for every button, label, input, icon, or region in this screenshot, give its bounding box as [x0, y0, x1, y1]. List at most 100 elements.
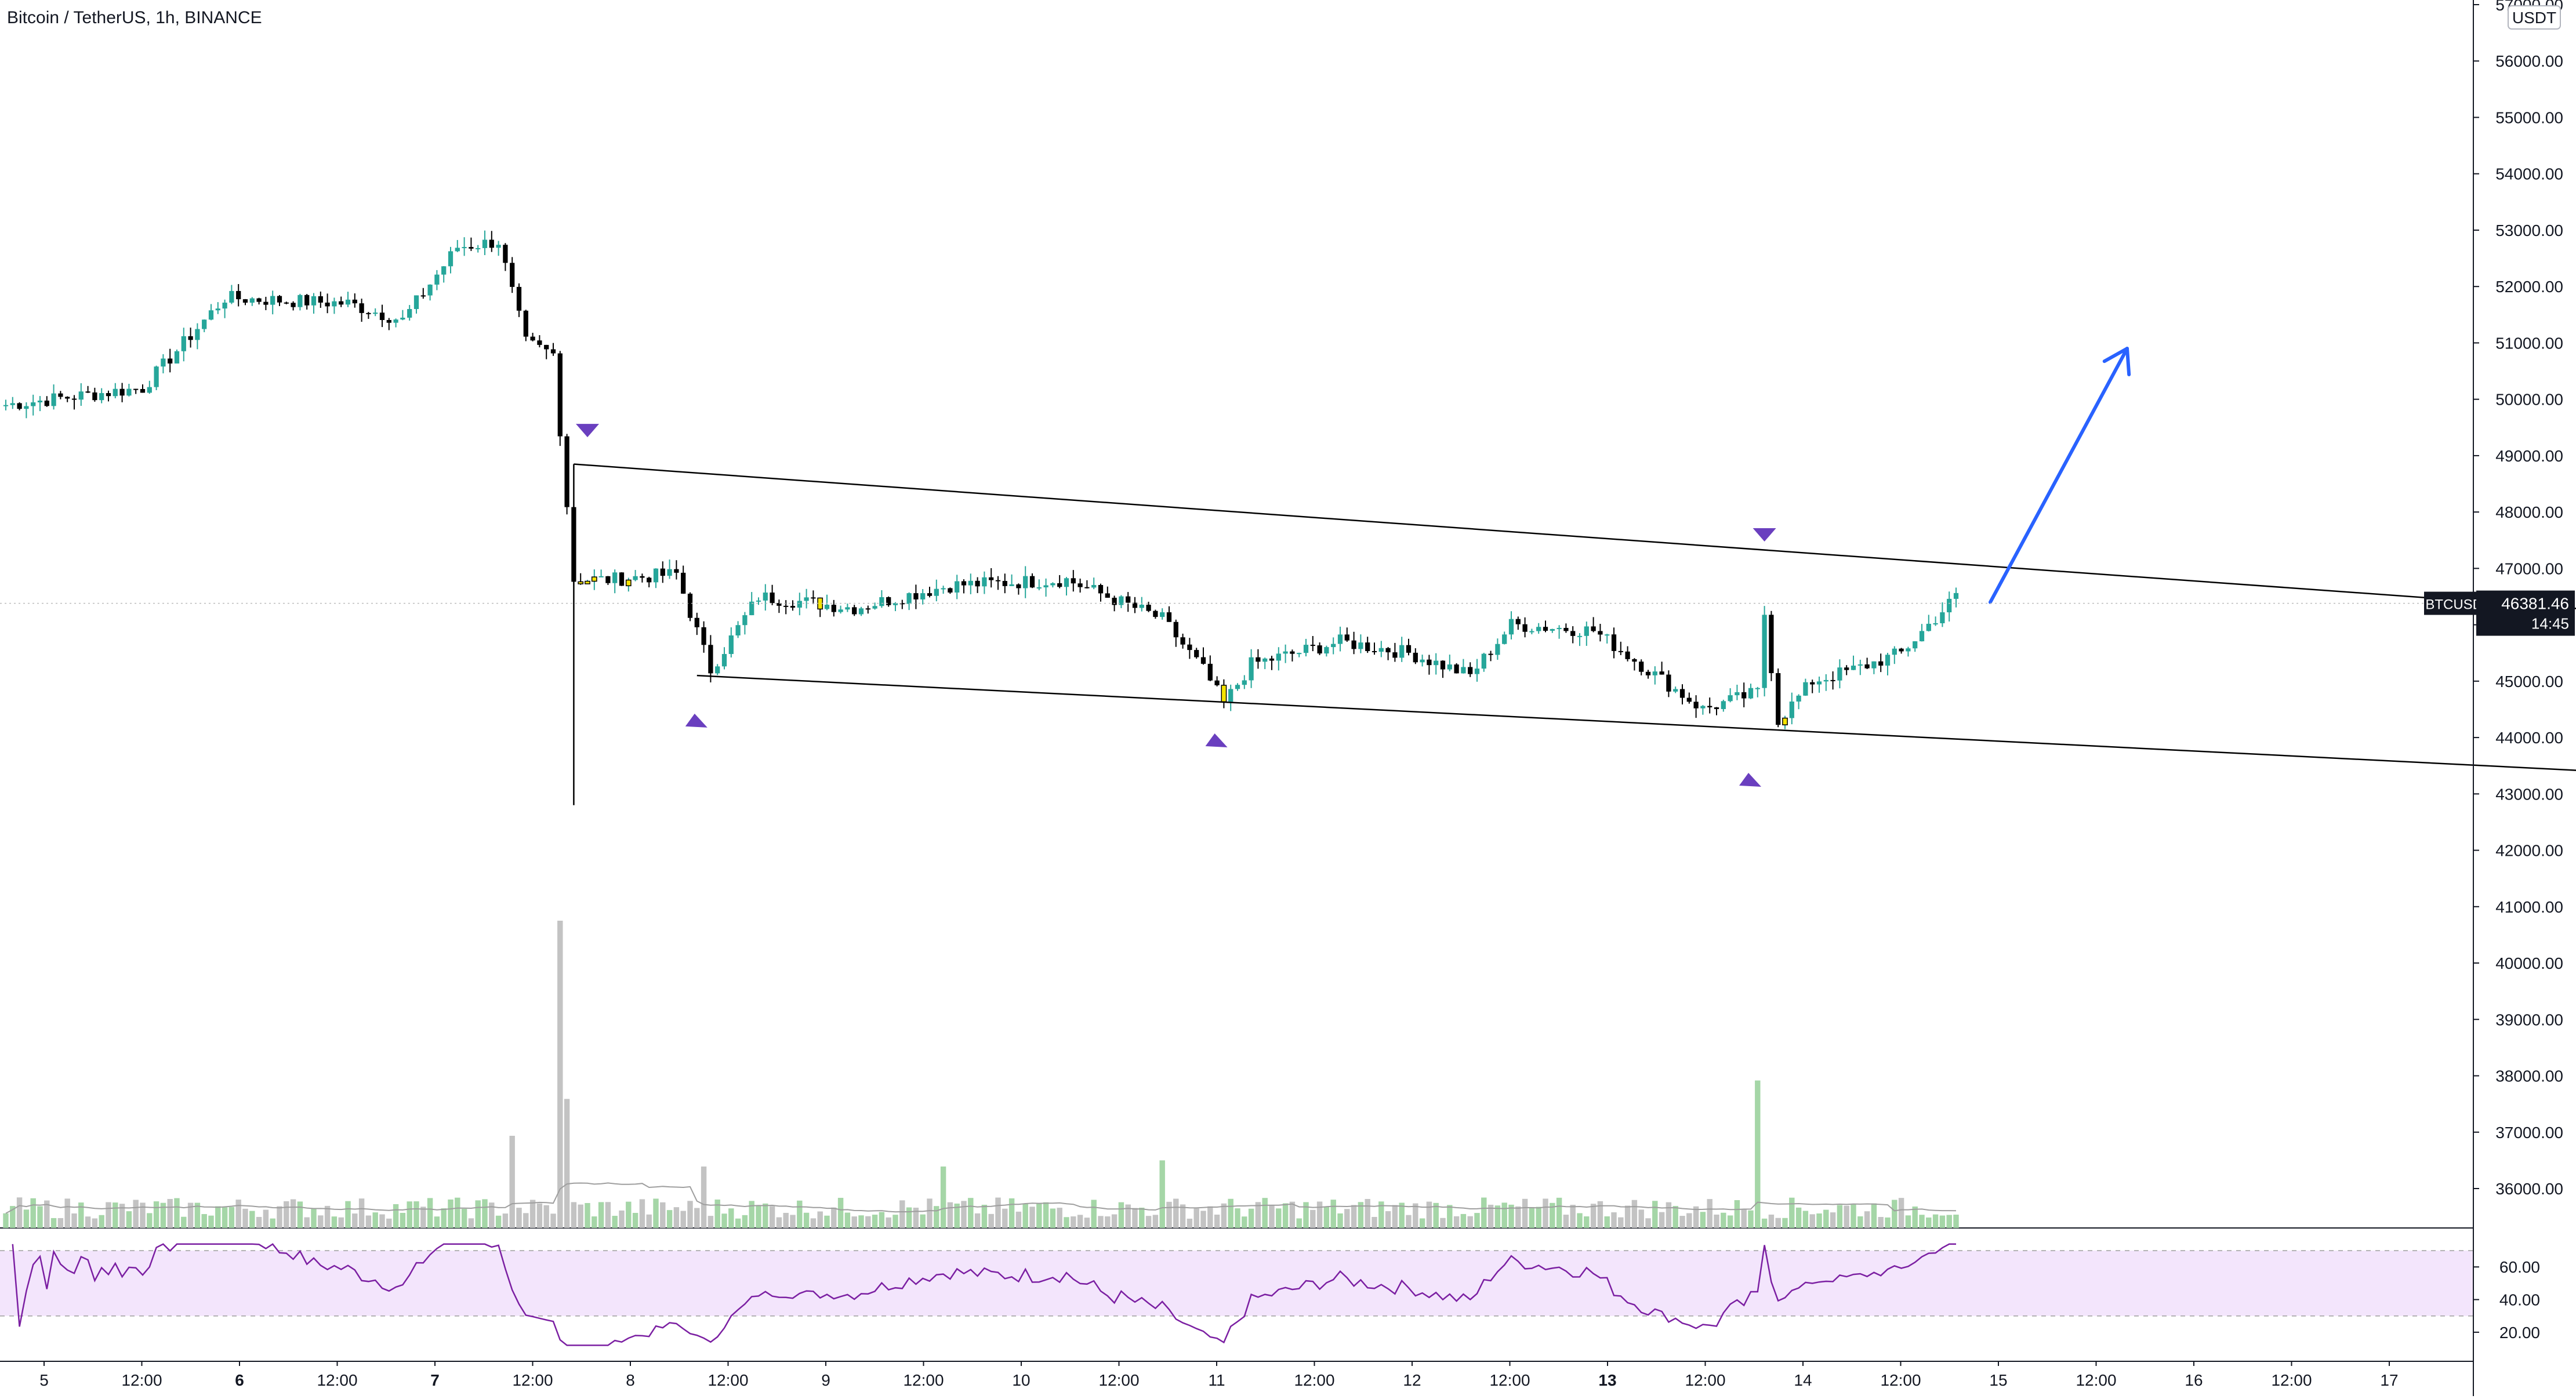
candle: [1331, 637, 1336, 655]
volume-bar: [1098, 1216, 1104, 1228]
volume-bar: [1864, 1211, 1870, 1228]
channel-lower-line[interactable]: [696, 674, 2576, 777]
candle: [113, 383, 118, 398]
candle: [605, 576, 611, 585]
volume-bar: [1057, 1208, 1062, 1228]
time-tick-label: 10: [1012, 1371, 1030, 1389]
price-tick-label: 48000.00: [2495, 503, 2563, 521]
candle: [407, 305, 412, 321]
volume-bar: [30, 1198, 36, 1228]
volume-bar: [1413, 1203, 1418, 1228]
candle: [1036, 579, 1042, 591]
candle: [975, 577, 980, 593]
volume-bar: [1721, 1212, 1726, 1228]
candle: [1029, 573, 1035, 588]
candle: [249, 297, 255, 306]
candle: [92, 387, 97, 402]
volume-bar: [1645, 1218, 1651, 1228]
volume-bar: [1529, 1207, 1535, 1228]
candle: [1947, 591, 1952, 622]
projection-arrow[interactable]: [1989, 347, 2131, 604]
candle: [1741, 682, 1747, 707]
candle: [366, 311, 371, 319]
top-marker-triangle[interactable]: [1753, 528, 1776, 542]
volume-bar: [1802, 1211, 1809, 1228]
candle: [1228, 684, 1233, 711]
candle: [1481, 652, 1486, 672]
candle: [1180, 633, 1185, 649]
volume-bar: [571, 1202, 577, 1228]
candle: [913, 584, 919, 609]
candle: [735, 621, 741, 638]
candle: [1953, 587, 1959, 608]
volume-bar: [564, 1099, 570, 1228]
volume-bar: [1351, 1205, 1357, 1228]
candle: [647, 576, 652, 588]
volume-ma-line: [5, 1182, 1957, 1214]
time-tick-label: 12:00: [512, 1371, 553, 1389]
candle: [37, 396, 43, 412]
candle: [359, 299, 364, 322]
candle: [1557, 625, 1562, 639]
volume-bar: [1885, 1217, 1891, 1228]
volume-bar: [1378, 1201, 1384, 1228]
candle: [1242, 675, 1247, 689]
volume-bar: [1926, 1217, 1932, 1228]
volume-bar: [263, 1209, 269, 1228]
volume-bar: [721, 1213, 727, 1228]
volume-bar: [1871, 1203, 1877, 1228]
volume-bar: [968, 1198, 974, 1228]
volume-bar: [208, 1215, 214, 1228]
volume-bar: [1912, 1206, 1918, 1228]
candle: [1550, 628, 1555, 633]
candle: [927, 587, 933, 598]
volume-bar: [906, 1207, 912, 1228]
volume-bar: [194, 1202, 201, 1228]
candle: [1385, 647, 1391, 660]
volume-bar: [1385, 1211, 1391, 1228]
price-tick-label: 40000.00: [2495, 954, 2563, 972]
volume-bar: [1672, 1206, 1678, 1228]
time-tick-label: 12:00: [708, 1371, 748, 1389]
volume-bar: [851, 1216, 857, 1228]
candle: [1153, 609, 1158, 619]
candle: [1776, 668, 1781, 728]
volume-bar: [1365, 1198, 1370, 1228]
volume-bar: [742, 1215, 748, 1228]
top-marker-triangle[interactable]: [576, 424, 599, 438]
currency-badge[interactable]: USDT: [2508, 5, 2561, 30]
price-tick-label: 38000.00: [2495, 1067, 2563, 1085]
candle: [728, 627, 734, 658]
price-tick-label: 51000.00: [2495, 334, 2563, 352]
candle: [715, 664, 720, 675]
bottom-marker-triangle[interactable]: [685, 713, 708, 728]
candle: [1762, 606, 1767, 697]
volume-bar: [1775, 1218, 1781, 1228]
candle: [995, 576, 1001, 590]
candle: [701, 621, 706, 653]
candle: [824, 594, 830, 611]
bottom-marker-triangle[interactable]: [1205, 733, 1228, 747]
candle: [1303, 638, 1309, 657]
volume-bar: [1624, 1205, 1631, 1228]
candle: [523, 310, 528, 341]
candle: [174, 349, 180, 364]
candle: [1420, 655, 1425, 667]
candle: [496, 241, 501, 256]
volume-bar: [160, 1202, 166, 1228]
volume-bar: [947, 1202, 953, 1228]
bottom-marker-triangle[interactable]: [1739, 773, 1761, 787]
volume-bar: [783, 1212, 789, 1228]
volume-bar: [215, 1206, 221, 1228]
volume-bar: [10, 1206, 16, 1228]
candle: [961, 579, 967, 594]
volume-bar: [1761, 1218, 1768, 1228]
candle: [1358, 634, 1363, 653]
volume-bar: [133, 1200, 139, 1228]
time-tick-label: 12: [1403, 1371, 1421, 1389]
price-tag[interactable]: 46381.46 14:45: [2476, 590, 2575, 636]
candle: [1659, 662, 1664, 675]
